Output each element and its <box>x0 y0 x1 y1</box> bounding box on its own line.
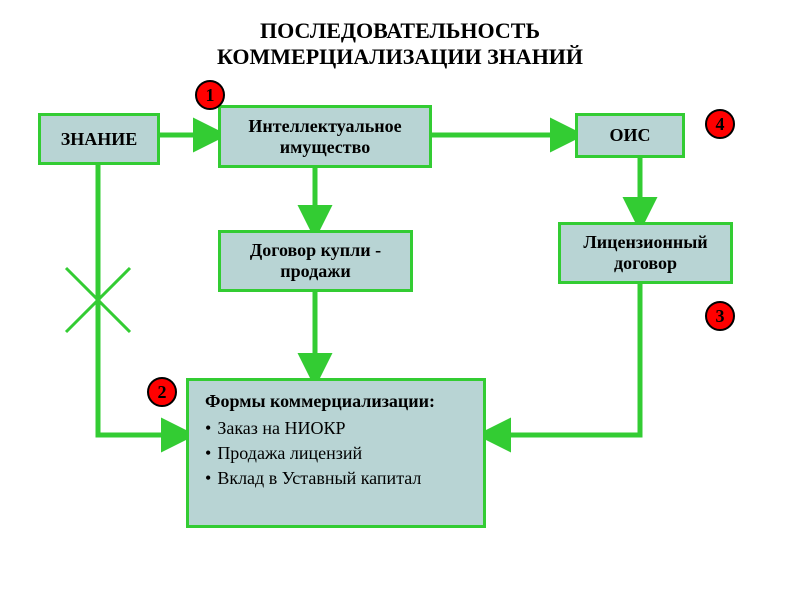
node-label: ОИС <box>609 125 650 146</box>
diagram-title-line2: КОММЕРЦИАЛИЗАЦИИ ЗНАНИЙ <box>0 44 800 70</box>
node-sale: Договор купли - продажи <box>218 230 413 292</box>
forms-item: Продажа лицензий <box>205 443 467 464</box>
circle-3: 3 <box>705 301 735 331</box>
circle-label: 1 <box>206 85 215 106</box>
node-label: Лицензионный договор <box>561 232 730 274</box>
forms-item: Заказ на НИОКР <box>205 418 467 439</box>
node-label: ЗНАНИЕ <box>61 129 138 150</box>
forms-item: Вклад в Уставный капитал <box>205 468 467 489</box>
circle-label: 2 <box>158 382 167 403</box>
circle-label: 3 <box>716 306 725 327</box>
circle-4: 4 <box>705 109 735 139</box>
node-label: Договор купли - продажи <box>221 240 410 282</box>
forms-heading: Формы коммерциализации: <box>205 391 467 412</box>
circle-label: 4 <box>716 114 725 135</box>
circle-1: 1 <box>195 80 225 110</box>
node-ip: Интеллектуальное имущество <box>218 105 432 168</box>
node-label: Интеллектуальное имущество <box>221 116 429 158</box>
node-ois: ОИС <box>575 113 685 158</box>
node-license: Лицензионный договор <box>558 222 733 284</box>
node-knowledge: ЗНАНИЕ <box>38 113 160 165</box>
diagram-title-line1: ПОСЛЕДОВАТЕЛЬНОСТЬ <box>0 18 800 44</box>
circle-2: 2 <box>147 377 177 407</box>
node-forms: Формы коммерциализации: Заказ на НИОКР П… <box>186 378 486 528</box>
